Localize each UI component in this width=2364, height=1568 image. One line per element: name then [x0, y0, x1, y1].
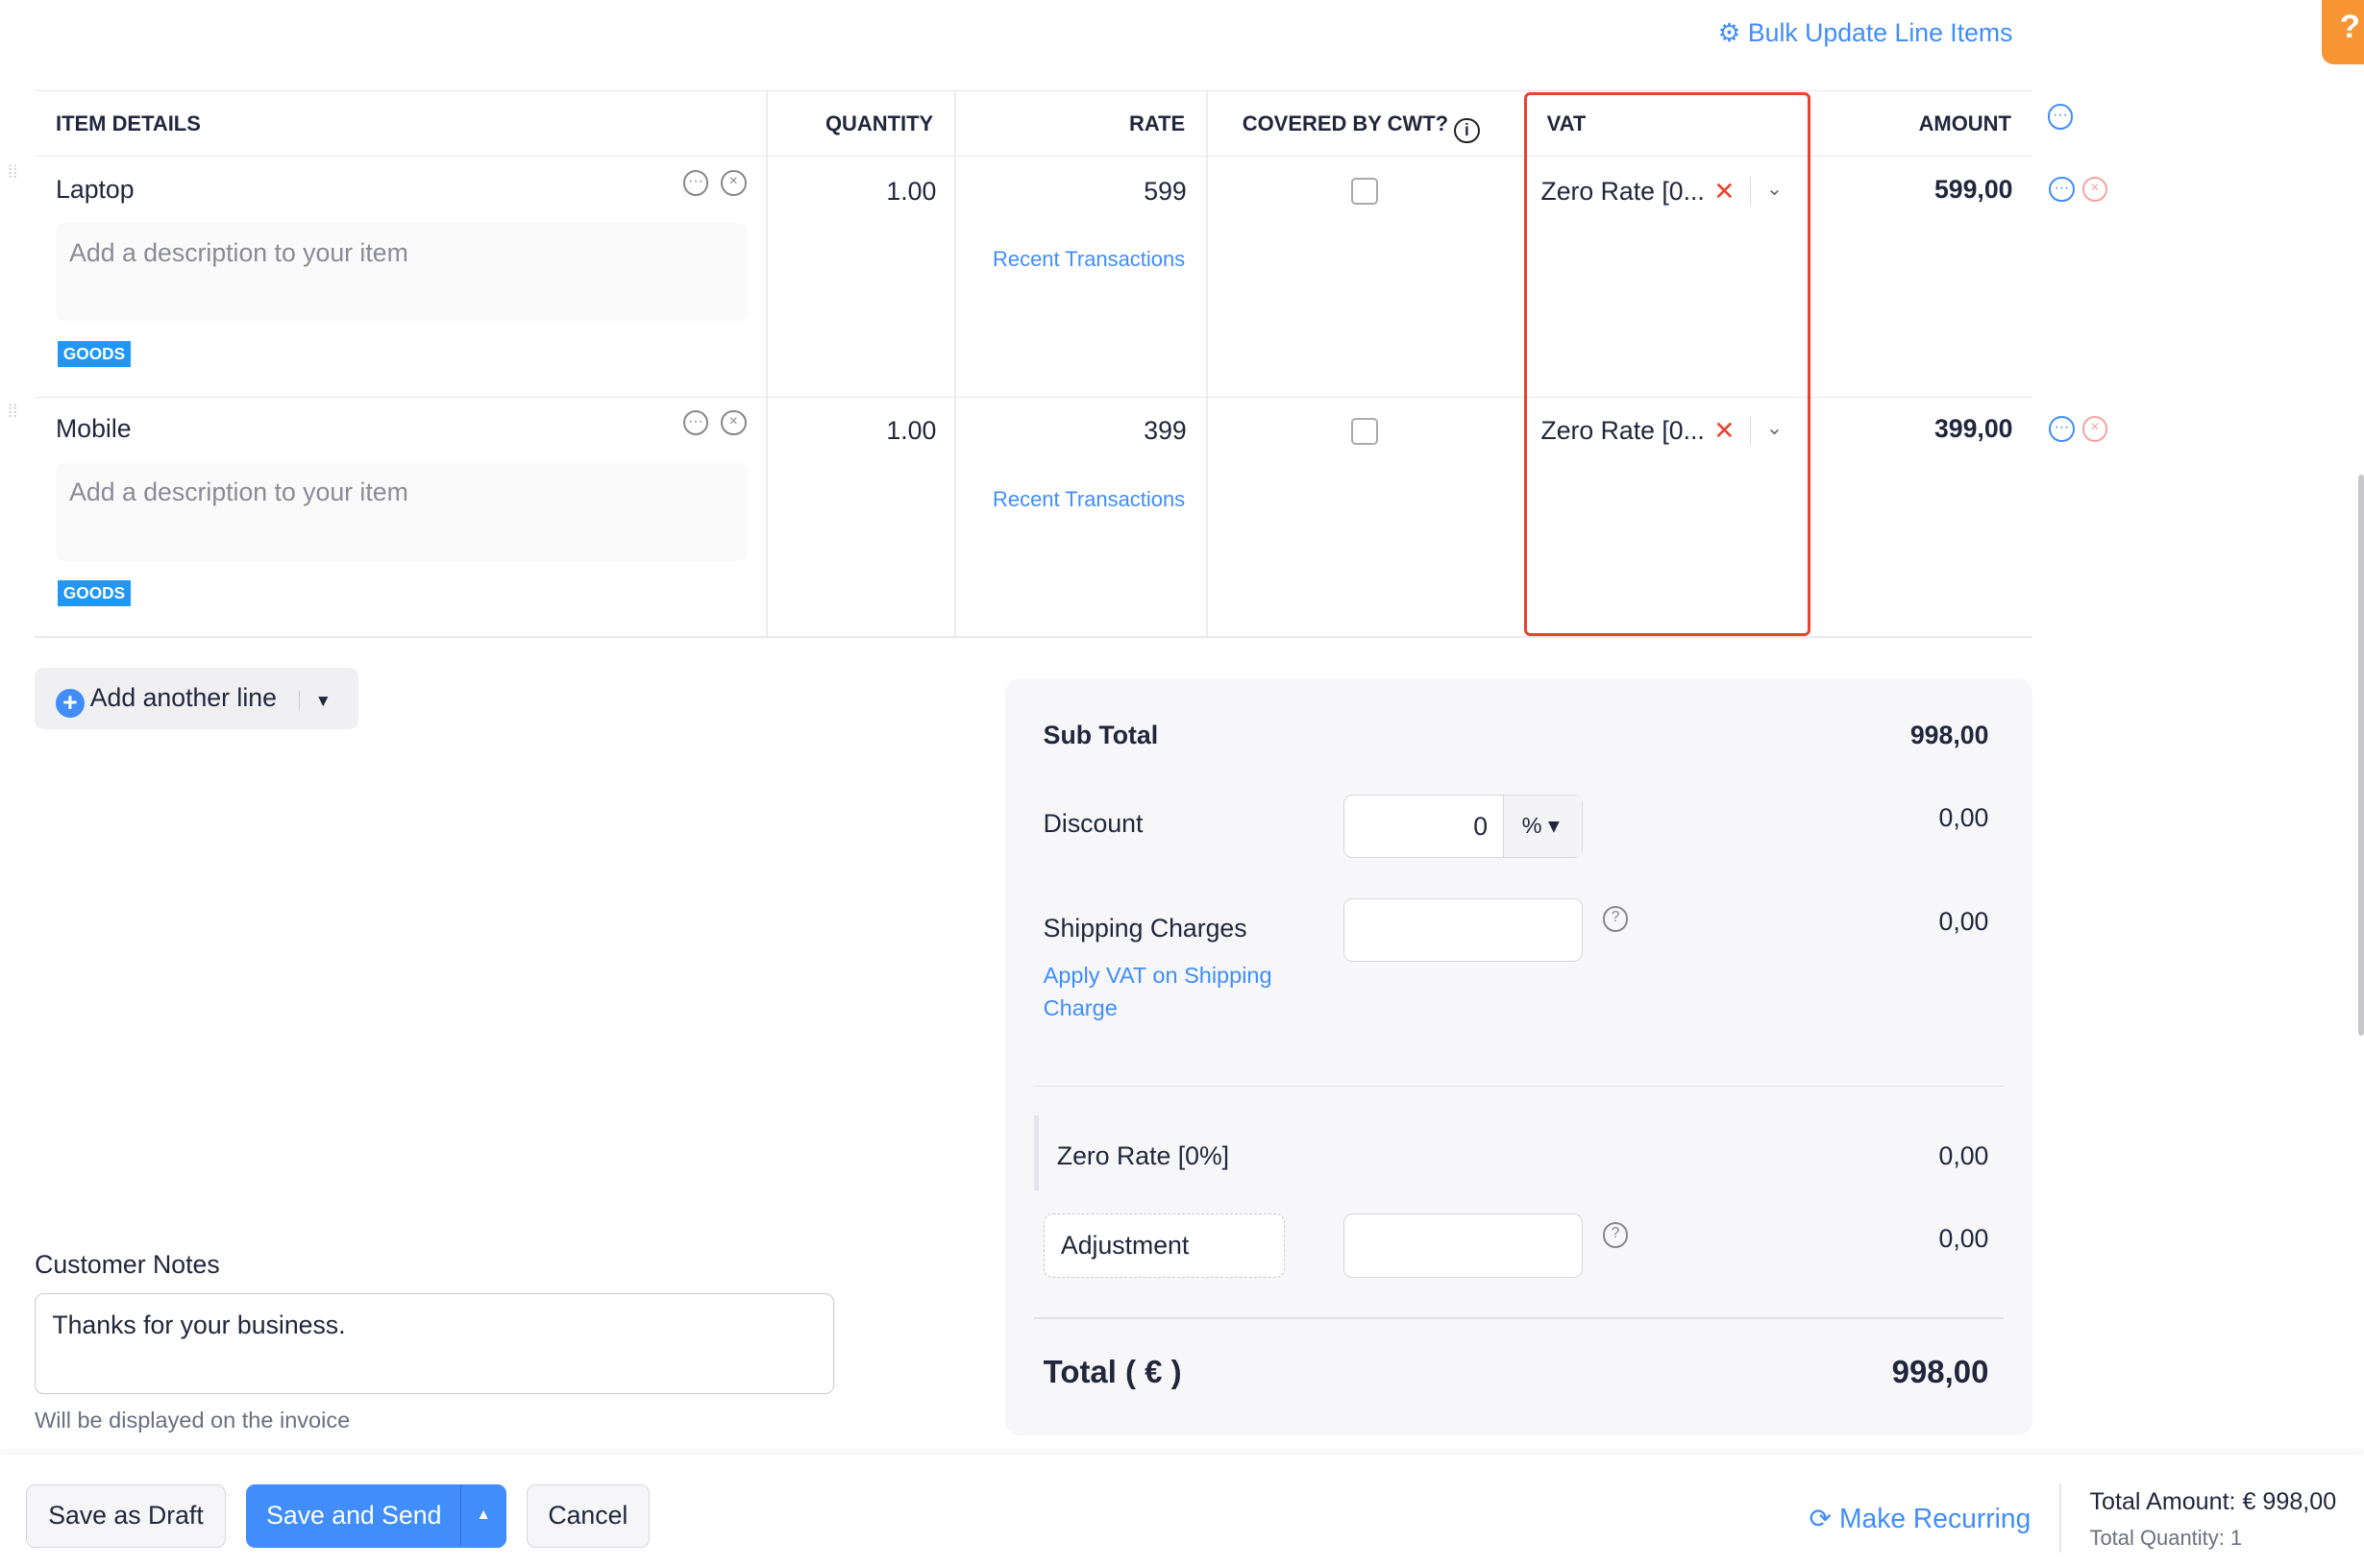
column-options-icon[interactable]: ···: [2047, 104, 2074, 130]
add-another-line-button[interactable]: + Add another line ▼: [35, 668, 359, 730]
customer-notes-textarea[interactable]: Thanks for your business.: [35, 1293, 834, 1395]
cwt-checkbox[interactable]: [1350, 417, 1378, 445]
header-cwt: COVERED BY CWT? i: [1206, 90, 1526, 158]
item-name[interactable]: Laptop: [56, 174, 135, 204]
plus-circle-icon: +: [56, 688, 85, 718]
totals-panel: [1005, 678, 2032, 1435]
customer-notes-label: Customer Notes: [35, 1249, 220, 1279]
save-send-dropdown[interactable]: ▲: [460, 1485, 505, 1547]
item-remove-icon[interactable]: ×: [720, 170, 747, 196]
row-options-icon[interactable]: ···: [2049, 416, 2075, 442]
header-amount: AMOUNT: [1809, 90, 2032, 158]
vat-column-highlight: [1524, 91, 1811, 637]
apply-vat-shipping-link[interactable]: Apply VAT on Shipping Charge: [1043, 962, 1272, 1021]
help-button[interactable]: ?: [2322, 0, 2364, 65]
total-value: 998,00: [1891, 1353, 1989, 1389]
line-amount: 599,00: [1933, 174, 2013, 204]
save-as-draft-button[interactable]: Save as Draft: [25, 1484, 227, 1549]
discount-input[interactable]: 0 % ▾: [1342, 794, 1584, 858]
row-options-icon[interactable]: ···: [2049, 176, 2075, 203]
quantity-input[interactable]: 1.00: [886, 176, 937, 206]
item-description-input[interactable]: Add a description to your item: [56, 462, 749, 561]
help-circle-icon[interactable]: ?: [1602, 905, 1629, 932]
item-type-badge: GOODS: [57, 340, 132, 367]
row-remove-icon[interactable]: ×: [2081, 416, 2108, 442]
clear-vat-icon[interactable]: ✕: [1713, 176, 1736, 206]
header-item: ITEM DETAILS: [35, 90, 766, 158]
line-amount: 399,00: [1933, 414, 2013, 444]
discount-label: Discount: [1043, 809, 1144, 839]
add-line-dropdown[interactable]: ▼: [299, 691, 332, 711]
recent-transactions-link[interactable]: Recent Transactions: [993, 247, 1186, 272]
drag-handle-icon[interactable]: ⁞⁞: [7, 401, 18, 422]
recent-transactions-link[interactable]: Recent Transactions: [993, 486, 1186, 511]
item-options-icon[interactable]: ···: [682, 170, 709, 196]
make-recurring-link[interactable]: ⟳ Make Recurring: [1809, 1503, 2032, 1534]
item-remove-icon[interactable]: ×: [720, 409, 747, 436]
drag-handle-icon[interactable]: ⁞⁞: [7, 160, 18, 182]
recurring-icon: ⟳: [1809, 1503, 1833, 1534]
cancel-button[interactable]: Cancel: [526, 1484, 651, 1549]
footer-total-amount: Total Amount: € 998,00: [2089, 1487, 2337, 1515]
customer-notes-hint: Will be displayed on the invoice: [35, 1408, 351, 1433]
header-quantity: QUANTITY: [766, 90, 955, 158]
adjustment-amount: 0,00: [1938, 1223, 1989, 1253]
item-options-icon[interactable]: ···: [682, 409, 709, 436]
shipping-label: Shipping Charges: [1043, 913, 1247, 943]
adjustment-input[interactable]: [1342, 1213, 1584, 1279]
footer-total-quantity: Total Quantity: 1: [2089, 1525, 2243, 1550]
header-vat: VAT: [1525, 90, 1810, 158]
quantity-input[interactable]: 1.00: [886, 416, 937, 446]
clear-vat-icon[interactable]: ✕: [1713, 416, 1736, 446]
discount-amount: 0,00: [1938, 803, 1989, 833]
item-description-input[interactable]: Add a description to your item: [56, 223, 749, 322]
chevron-down-icon[interactable]: ⌄: [1750, 176, 1783, 207]
tax-label: Zero Rate [0%]: [1056, 1140, 1230, 1170]
rate-input[interactable]: 599: [1144, 176, 1187, 206]
shipping-amount: 0,00: [1938, 907, 1989, 937]
info-icon[interactable]: i: [1454, 117, 1480, 144]
adjustment-label-input[interactable]: Adjustment: [1043, 1213, 1285, 1279]
gear-icon: ⚙: [1717, 17, 1741, 47]
row-remove-icon[interactable]: ×: [2081, 176, 2108, 203]
save-and-send-button[interactable]: Save and Send ▲: [245, 1484, 507, 1549]
chevron-down-icon[interactable]: ⌄: [1750, 416, 1783, 447]
rate-input[interactable]: 399: [1144, 416, 1187, 446]
vat-select[interactable]: Zero Rate [0... ✕ ⌄: [1540, 416, 1783, 447]
tax-amount: 0,00: [1938, 1140, 1989, 1170]
item-name[interactable]: Mobile: [56, 414, 132, 444]
scrollbar[interactable]: [2357, 475, 2364, 1036]
sub-total-value: 998,00: [1909, 720, 1989, 749]
item-type-badge: GOODS: [57, 580, 132, 607]
bulk-update-link[interactable]: ⚙ Bulk Update Line Items: [1717, 17, 2013, 47]
cwt-checkbox[interactable]: [1350, 178, 1378, 206]
discount-unit-select[interactable]: % ▾: [1503, 795, 1583, 857]
header-rate: RATE: [954, 90, 1207, 158]
shipping-input[interactable]: [1342, 898, 1584, 962]
total-label: Total ( € ): [1043, 1353, 1182, 1389]
sub-total-label: Sub Total: [1043, 720, 1159, 749]
help-circle-icon[interactable]: ?: [1602, 1222, 1629, 1249]
vat-select[interactable]: Zero Rate [0... ✕ ⌄: [1540, 176, 1783, 207]
